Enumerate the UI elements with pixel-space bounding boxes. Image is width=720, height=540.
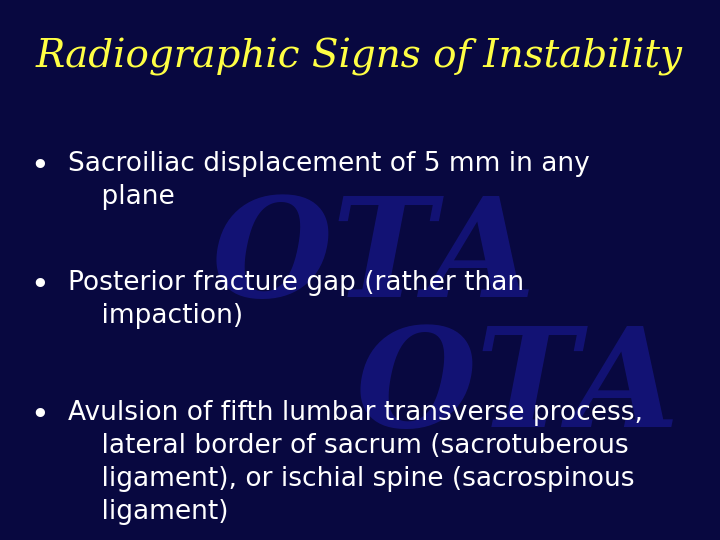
- Text: Avulsion of fifth lumbar transverse process,
    lateral border of sacrum (sacro: Avulsion of fifth lumbar transverse proc…: [68, 400, 644, 524]
- Text: •: •: [30, 151, 49, 182]
- Text: •: •: [30, 400, 49, 430]
- Text: Sacroiliac displacement of 5 mm in any
    plane: Sacroiliac displacement of 5 mm in any p…: [68, 151, 590, 210]
- Text: Posterior fracture gap (rather than
    impaction): Posterior fracture gap (rather than impa…: [68, 270, 525, 329]
- Text: •: •: [30, 270, 49, 301]
- Text: Radiographic Signs of Instability: Radiographic Signs of Instability: [36, 38, 683, 76]
- Text: OTA: OTA: [212, 192, 536, 326]
- Text: OTA: OTA: [356, 322, 680, 456]
